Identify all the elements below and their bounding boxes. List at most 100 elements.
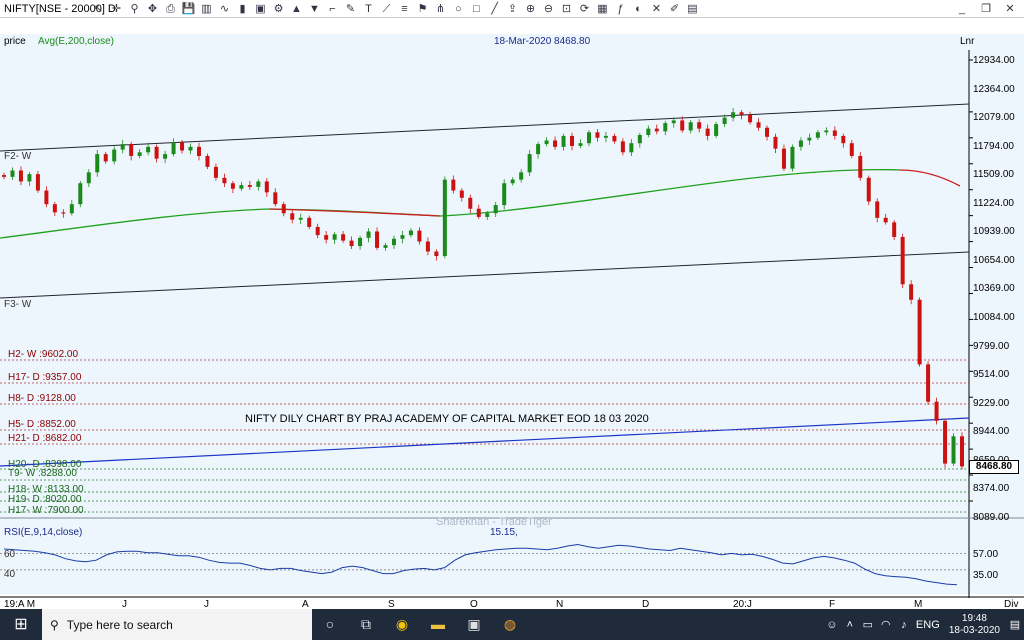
- arrow-down-icon[interactable]: ▼: [309, 2, 320, 15]
- y-axis-label: 12079.00: [973, 112, 1015, 124]
- y-axis-label: 10939.00: [973, 226, 1015, 238]
- candle-body: [349, 240, 354, 247]
- y-axis-label: 11794.00: [973, 140, 1014, 152]
- language-label[interactable]: ENG: [915, 618, 940, 631]
- candle-body: [196, 146, 201, 156]
- chart-toolbar: ↖ ✛ ⚲ ✥ ⎙ 💾 ▥ ∿ ▮ ▣ ⚙ ▲ ▼ ⌐ ✎ T ⟋ ≡ ⚑ ⋔ ○ □ ╱ ⇪ ⊕ ⊖ ⊡ ⟳ ▦ ƒ ◐ ✕ ✐ ▤: [90, 0, 701, 18]
- print-icon[interactable]: ⎙: [166, 2, 175, 15]
- restore-button[interactable]: ❐: [981, 3, 991, 15]
- chrome-icon[interactable]: ◉: [395, 616, 409, 632]
- battery-icon[interactable]: ▭: [862, 619, 874, 631]
- x-axis-label: N: [556, 599, 564, 610]
- scale-label[interactable]: Lnr: [960, 36, 975, 47]
- windows-start-icon[interactable]: ⊞: [14, 616, 28, 633]
- candle-body: [781, 148, 786, 169]
- cursor-icon[interactable]: ↖: [93, 2, 104, 15]
- windows-taskbar: ⊞ ⚲ Type here to search ○ ⧉ ◉ ▬ ▣ ◍ ☺ ˄ …: [0, 609, 1024, 640]
- calendar-icon[interactable]: ▦: [597, 2, 608, 15]
- close-button[interactable]: ✕: [1005, 3, 1015, 15]
- candle-body: [841, 135, 846, 144]
- candle-body: [646, 128, 651, 136]
- y-axis-label: 11509.00: [973, 169, 1014, 181]
- y-axis-label: 12934.00: [973, 55, 1015, 66]
- x-axis-label: 20:J: [733, 599, 752, 610]
- x-axis-label: J: [204, 599, 209, 610]
- candle-body: [485, 213, 490, 217]
- chart-header: price Avg(E,200,close) 18-Mar-2020 8468.…: [0, 34, 1024, 50]
- candle-body: [586, 132, 591, 144]
- ema-line-green: [0, 168, 901, 239]
- bar-chart-icon[interactable]: ▥: [201, 2, 212, 15]
- candle-body: [680, 120, 685, 131]
- people-icon[interactable]: ☺: [826, 618, 838, 631]
- candle-body: [137, 152, 142, 156]
- brush-icon[interactable]: ✐: [669, 2, 680, 15]
- save-icon[interactable]: 💾: [181, 2, 196, 15]
- pan-icon[interactable]: ✥: [147, 2, 158, 15]
- trend-icon[interactable]: ╱: [491, 2, 498, 15]
- circle-icon[interactable]: ○: [455, 2, 462, 15]
- clock-date: 18-03-2020: [948, 624, 1000, 636]
- zoom-fit-icon[interactable]: ⊡: [561, 2, 572, 15]
- delete-icon[interactable]: ✕: [651, 2, 662, 15]
- x-axis-label: J: [122, 599, 127, 610]
- flag-icon[interactable]: ⚑: [417, 2, 428, 15]
- arrow-up-icon[interactable]: ▲: [291, 2, 302, 15]
- candle-body: [900, 236, 905, 285]
- taskbar-search-box[interactable]: ⚲ Type here to search: [42, 609, 312, 640]
- minimize-button[interactable]: _: [958, 3, 966, 15]
- rectangle-icon[interactable]: □: [473, 2, 480, 15]
- zoom-in-icon[interactable]: ⊕: [525, 2, 536, 15]
- candle-body: [442, 179, 447, 257]
- y-axis-label: 9799.00: [973, 340, 1010, 352]
- settings-icon[interactable]: ⚙: [273, 2, 284, 15]
- notification-icon[interactable]: ▤: [1009, 619, 1021, 631]
- task-view-icon[interactable]: ⧉: [361, 616, 371, 632]
- candle-body: [35, 174, 40, 191]
- candle-body: [671, 120, 676, 124]
- candle-body: [222, 177, 227, 184]
- layout-icon[interactable]: ▤: [687, 2, 698, 15]
- pitchfork-icon[interactable]: ⋔: [435, 2, 446, 15]
- color-icon[interactable]: ◐: [635, 2, 642, 15]
- candle-body: [807, 137, 812, 141]
- wifi-icon[interactable]: ◠: [881, 619, 891, 631]
- line-chart-icon[interactable]: ∿: [219, 2, 230, 15]
- y-axis-label: 9229.00: [973, 397, 1010, 409]
- cube-icon[interactable]: ▣: [255, 2, 266, 15]
- volume-icon[interactable]: ♪: [901, 618, 907, 631]
- text-icon[interactable]: T: [365, 2, 372, 15]
- crosshair-icon[interactable]: ✛: [111, 2, 122, 15]
- indicator-icon[interactable]: ƒ: [617, 2, 624, 15]
- system-tray: ☺ ˄ ▭ ◠ ♪ ENG 19:48 18-03-2020 ▤: [823, 609, 1024, 640]
- cortana-icon[interactable]: ○: [325, 616, 335, 632]
- candle-body: [69, 204, 74, 214]
- channel-icon[interactable]: ≡: [401, 2, 408, 15]
- chevron-up-icon[interactable]: ˄: [846, 618, 854, 631]
- clock[interactable]: 19:48 18-03-2020: [943, 613, 1006, 637]
- ema-line-red: [899, 169, 961, 187]
- zoom-out-icon[interactable]: ⊖: [543, 2, 554, 15]
- avg-label: Avg(E,200,close): [38, 36, 114, 47]
- fib-upper-line: [0, 103, 970, 152]
- level-label: H5- D :8852.00: [8, 419, 76, 430]
- store-icon[interactable]: ▣: [467, 616, 481, 632]
- candle-body: [10, 170, 15, 177]
- candle-chart-icon[interactable]: ▮: [239, 2, 246, 15]
- tradetiger-icon[interactable]: ◍: [503, 616, 517, 632]
- refresh-icon[interactable]: ⟳: [579, 2, 590, 15]
- watermark: Sharekhan - TradeTiger: [436, 516, 552, 528]
- file-explorer-icon[interactable]: ▬: [431, 616, 445, 632]
- candle-body: [934, 401, 939, 421]
- zoom-icon[interactable]: ⚲: [130, 2, 139, 15]
- fib-fan-icon[interactable]: ⟋: [382, 2, 391, 15]
- candle-body: [960, 436, 964, 467]
- candle-body: [875, 201, 880, 218]
- export-icon[interactable]: ⇪: [507, 2, 518, 15]
- ruler-icon[interactable]: ⌐: [329, 2, 336, 15]
- pen-icon[interactable]: ✎: [345, 2, 356, 15]
- candle-body: [909, 284, 914, 300]
- candle-body: [52, 204, 57, 213]
- candle-body: [425, 241, 430, 252]
- candle-body: [815, 132, 820, 138]
